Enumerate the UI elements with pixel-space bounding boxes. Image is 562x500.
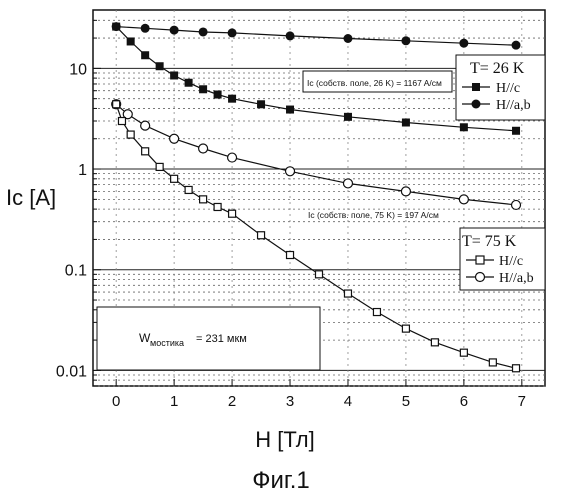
data-point	[512, 200, 521, 209]
data-point	[170, 71, 178, 79]
data-point	[171, 175, 178, 182]
data-point	[460, 349, 467, 356]
data-point	[489, 359, 496, 366]
x-tick-label: 7	[518, 393, 526, 410]
data-point	[185, 79, 193, 87]
data-point	[343, 179, 352, 188]
bridge-width-label-subscript: мостика	[150, 338, 184, 348]
data-point	[286, 106, 294, 114]
data-point	[401, 187, 410, 196]
data-point	[343, 34, 352, 43]
x-tick-label: 1	[170, 393, 178, 410]
legend-75k-entry-ab: H//a,b	[499, 271, 534, 286]
data-point	[112, 23, 120, 31]
data-point	[401, 36, 410, 45]
x-axis-label: H [Тл]	[255, 427, 315, 452]
data-point	[141, 24, 150, 33]
data-point	[257, 100, 265, 108]
data-point	[127, 37, 135, 45]
annotation-26k-text: Ic (собств. поле, 26 K) = 1167 A/см	[307, 78, 442, 88]
y-axis-label: Ic [A]	[6, 185, 56, 210]
annotation-26k: Ic (собств. поле, 26 K) = 1167 A/см	[303, 71, 452, 92]
data-point	[286, 31, 295, 40]
data-point	[460, 123, 468, 131]
legend-75k-marker-ab	[476, 273, 485, 282]
data-point	[142, 148, 149, 155]
data-point	[118, 118, 125, 125]
data-point	[200, 196, 207, 203]
x-tick-label: 4	[344, 393, 352, 410]
legend-75k-marker-c	[476, 256, 484, 264]
data-point	[228, 95, 236, 103]
legend-26k-entry-c: H//c	[496, 81, 520, 96]
data-point	[199, 27, 208, 36]
legend-26k-marker-c	[472, 83, 480, 91]
data-point	[344, 113, 352, 121]
data-point	[228, 28, 237, 37]
legend-26k: T= 26 K H//c H//a,b	[456, 55, 545, 120]
data-point	[214, 203, 221, 210]
data-point	[513, 365, 520, 372]
data-point	[228, 153, 237, 162]
data-point	[286, 167, 295, 176]
data-point	[170, 26, 179, 35]
data-point	[185, 186, 192, 193]
data-point	[170, 134, 179, 143]
data-point	[287, 252, 294, 259]
annotation-75k-text: Ic (собств. поле, 75 K) = 197 A/см	[308, 210, 439, 220]
x-tick-label: 5	[402, 393, 410, 410]
legend-75k: T= 75 K H//c H//a,b	[460, 228, 545, 290]
data-point	[459, 195, 468, 204]
data-point	[141, 51, 149, 59]
data-point	[512, 127, 520, 135]
data-point	[156, 62, 164, 70]
x-tick-label: 2	[228, 393, 236, 410]
data-point	[141, 121, 150, 130]
bridge-width-value: = 231 мкм	[196, 333, 247, 345]
data-point	[214, 91, 222, 99]
data-point	[431, 339, 438, 346]
x-tick-label: 3	[286, 393, 294, 410]
data-point	[459, 39, 468, 48]
data-point	[258, 232, 265, 239]
data-point	[113, 101, 120, 108]
data-point	[229, 210, 236, 217]
figure-caption: Фиг.1	[252, 467, 310, 494]
y-tick-label: 0.01	[56, 363, 87, 380]
y-tick-label: 10	[69, 61, 87, 78]
x-tick-label: 6	[460, 393, 468, 410]
bridge-width-annotation: W мостика = 231 мкм	[97, 307, 320, 370]
data-point	[344, 290, 351, 297]
legend-26k-entry-ab: H//a,b	[496, 98, 531, 113]
data-point	[127, 131, 134, 138]
data-point	[199, 144, 208, 153]
data-point	[199, 85, 207, 93]
legend-26k-title: T= 26 K	[470, 60, 525, 77]
legend-75k-entry-c: H//c	[499, 254, 523, 269]
y-tick-label: 1	[78, 162, 87, 179]
data-point	[402, 118, 410, 126]
legend-26k-marker-ab	[472, 100, 481, 109]
data-point	[316, 271, 323, 278]
legend-75k-title: T= 75 K	[462, 233, 517, 250]
data-point	[156, 163, 163, 170]
x-tick-label: 0	[112, 393, 120, 410]
data-point	[402, 325, 409, 332]
y-tick-label: 0.1	[65, 263, 87, 280]
data-point	[512, 41, 521, 50]
data-point	[373, 309, 380, 316]
